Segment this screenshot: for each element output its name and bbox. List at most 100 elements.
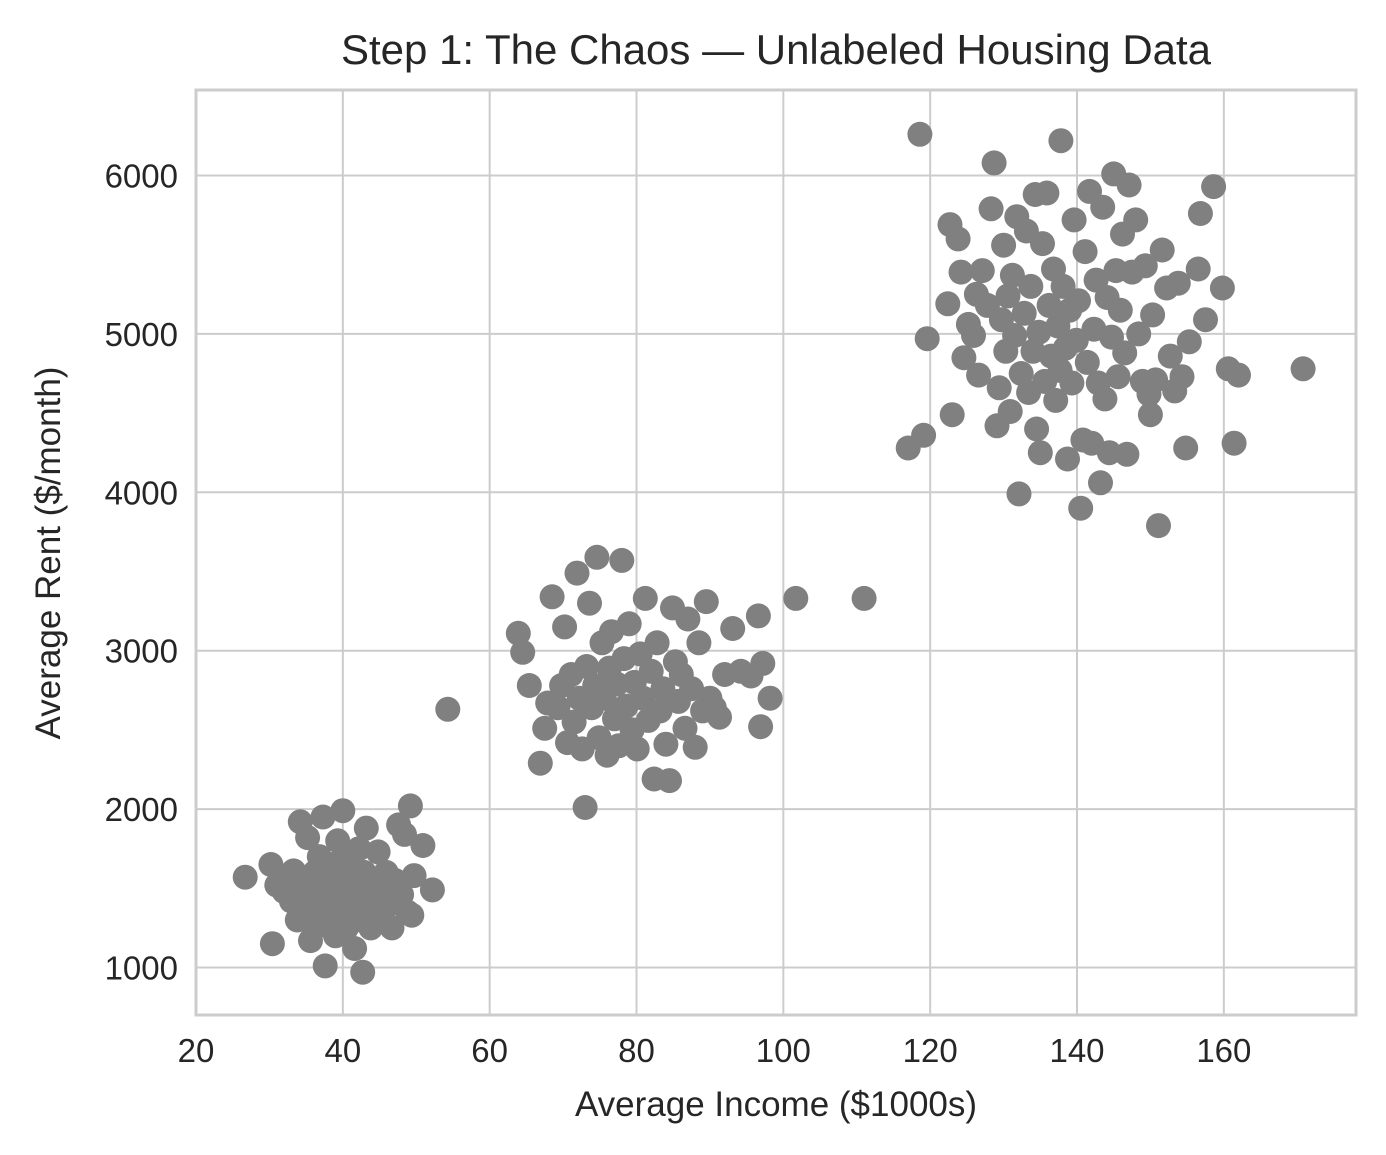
x-tick-label: 80 xyxy=(618,1032,655,1069)
scatter-point xyxy=(1107,297,1133,323)
x-tick-label: 40 xyxy=(324,1032,361,1069)
scatter-point xyxy=(609,547,635,573)
y-axis-label: Average Rent ($/month) xyxy=(29,367,68,740)
scatter-point xyxy=(574,654,600,679)
scatter-point xyxy=(1034,180,1060,206)
scatter-point xyxy=(986,375,1012,401)
scatter-point xyxy=(564,560,590,586)
scatter-point xyxy=(401,863,427,889)
scatter-point xyxy=(1112,340,1138,366)
scatter-point xyxy=(682,734,708,760)
scatter-point xyxy=(999,262,1025,288)
x-tick-labels: 20 40 60 80 100 120 140 160 xyxy=(178,1032,1252,1069)
scatter-point xyxy=(1187,201,1213,226)
scatter-point xyxy=(951,345,977,371)
scatter-point xyxy=(997,399,1023,424)
y-tick-label: 2000 xyxy=(105,791,178,828)
scatter-point xyxy=(948,259,974,285)
scatter-point xyxy=(647,698,673,724)
scatter-point xyxy=(410,833,436,858)
scatter-point xyxy=(1149,237,1175,263)
x-tick-label: 100 xyxy=(756,1032,811,1069)
scatter-point xyxy=(995,283,1021,309)
y-tick-label: 6000 xyxy=(105,158,178,195)
scatter-point xyxy=(966,362,992,388)
scatter-point xyxy=(545,695,571,721)
scatter-point xyxy=(1132,253,1158,279)
scatter-point xyxy=(624,736,650,762)
scatter-point xyxy=(657,768,682,794)
scatter-point xyxy=(572,795,598,820)
scatter-point xyxy=(1090,194,1116,220)
scatter-point xyxy=(330,798,356,824)
scatter-point xyxy=(1157,343,1183,369)
scatter-point xyxy=(435,696,461,722)
scatter-point xyxy=(1030,231,1055,257)
scatter-point xyxy=(1055,446,1080,472)
scatter-point xyxy=(1105,364,1131,390)
scatter-point xyxy=(1006,481,1032,507)
scatter-point xyxy=(1137,402,1163,428)
scatter-point xyxy=(1143,367,1169,393)
scatter-point xyxy=(1059,370,1085,396)
x-tick-label: 120 xyxy=(903,1032,958,1069)
scatter-point xyxy=(516,673,542,698)
scatter-point xyxy=(1048,128,1074,154)
scatter-point xyxy=(259,931,285,957)
scatter-point xyxy=(397,793,423,819)
scatter-point xyxy=(527,750,553,776)
scatter-point xyxy=(419,877,445,903)
scatter-point xyxy=(978,196,1004,222)
x-tick-label: 20 xyxy=(178,1032,215,1069)
scatter-point xyxy=(981,150,1007,176)
scatter-point xyxy=(584,544,610,570)
scatter-point xyxy=(675,606,701,632)
scatter-point xyxy=(1036,292,1062,318)
scatter-point xyxy=(258,852,284,877)
y-tick-label: 1000 xyxy=(105,949,178,986)
scatter-point xyxy=(1173,435,1199,461)
scatter-point xyxy=(1061,207,1087,233)
scatter-point xyxy=(552,614,578,640)
scatter-point xyxy=(935,291,961,317)
scatter-point xyxy=(1026,319,1052,345)
y-tick-label: 5000 xyxy=(105,316,178,353)
scatter-point xyxy=(342,936,368,961)
scatter-point xyxy=(750,650,776,676)
scatter-point xyxy=(748,714,774,740)
scatter-point xyxy=(379,915,405,941)
plot-frame xyxy=(194,88,1358,1017)
scatter-point xyxy=(672,715,698,741)
scatter-point xyxy=(907,121,933,147)
scatter-point xyxy=(1140,302,1166,328)
scatter-point xyxy=(1024,416,1050,442)
scatter-point xyxy=(399,902,425,928)
scatter-point xyxy=(1185,256,1211,282)
scatter-point xyxy=(939,402,965,428)
scatter-point xyxy=(616,611,642,637)
scatter-point xyxy=(505,620,531,646)
scatter-point xyxy=(577,590,602,616)
scatter-point xyxy=(510,639,536,665)
scatter-point xyxy=(720,616,746,641)
y-tick-label: 3000 xyxy=(105,633,178,670)
scatter-point xyxy=(1092,386,1118,412)
scatter-point xyxy=(1209,275,1235,301)
data-points xyxy=(232,121,1316,985)
scatter-point xyxy=(969,258,995,284)
scatter-point xyxy=(851,585,877,611)
gridlines xyxy=(195,90,1356,1015)
x-axis-label: Average Income ($1000s) xyxy=(575,1085,977,1124)
scatter-point xyxy=(1126,321,1152,347)
scatter-point xyxy=(632,585,658,611)
scatter-point xyxy=(312,953,338,979)
x-tick-label: 160 xyxy=(1196,1032,1251,1069)
scatter-point xyxy=(1011,300,1037,326)
scatter-point xyxy=(1226,362,1251,388)
scatter-point xyxy=(1201,174,1227,200)
scatter-point xyxy=(1176,329,1202,355)
scatter-point xyxy=(346,836,372,862)
scatter-point xyxy=(365,839,391,865)
scatter-point xyxy=(232,864,258,890)
